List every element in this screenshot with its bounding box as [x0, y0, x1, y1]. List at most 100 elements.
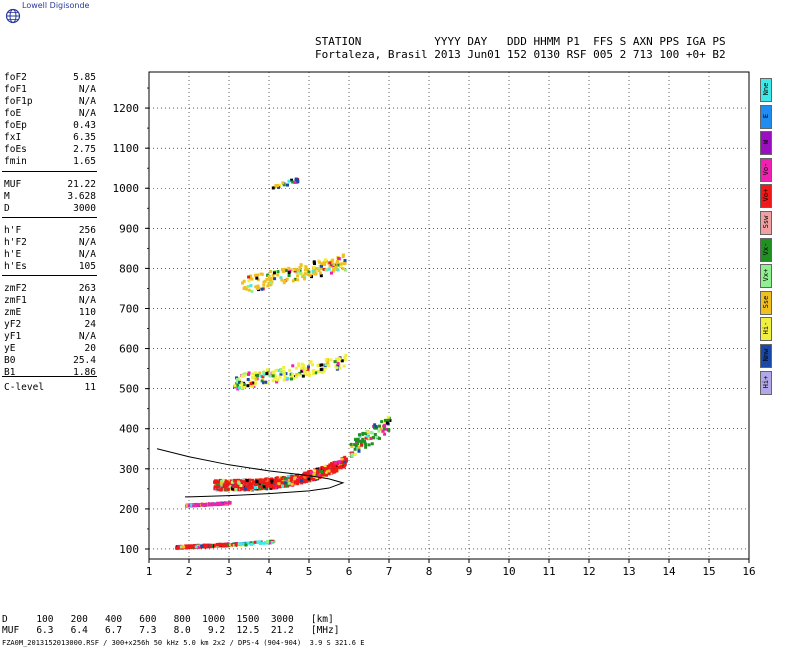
echo-point	[297, 362, 301, 366]
echo-point	[370, 442, 374, 446]
echo-point	[246, 284, 250, 288]
echo-point	[220, 543, 224, 547]
param-value: 5.85	[73, 72, 96, 83]
echo-point	[339, 262, 343, 266]
echo-point	[320, 370, 324, 374]
echo-point	[337, 460, 341, 464]
echo-point	[380, 420, 384, 424]
echo-point	[373, 423, 377, 427]
echo-point	[282, 183, 286, 187]
echo-point	[364, 445, 368, 449]
echo-point	[337, 257, 341, 261]
echo-point	[358, 439, 362, 443]
echo-point	[273, 277, 277, 281]
echo-point	[303, 479, 307, 483]
echo-point	[305, 479, 309, 483]
echo-point	[343, 463, 347, 467]
echo-point	[239, 483, 243, 487]
echo-point	[357, 447, 361, 451]
echo-point	[334, 265, 338, 269]
echo-point	[313, 476, 317, 480]
echo-point	[322, 369, 326, 373]
echo-point	[290, 482, 294, 486]
echo-point	[237, 484, 241, 488]
param-row-d: D 3000	[4, 203, 96, 214]
param-value: 25.4	[73, 355, 96, 366]
echo-point	[357, 449, 361, 453]
echo-point	[333, 360, 337, 364]
echo-point	[262, 280, 266, 284]
y-tick-label: 1200	[113, 102, 140, 115]
echo-point	[264, 380, 268, 384]
echo-point	[336, 467, 340, 471]
echo-point	[272, 271, 276, 275]
param-row-fof1p: foF1p N/A	[4, 96, 96, 107]
echo-point	[276, 378, 280, 382]
y-tick-label: 100	[119, 543, 139, 556]
echo-point	[289, 372, 293, 376]
param-row-fof2: foF2 5.85	[4, 72, 96, 83]
trace-es-2	[237, 539, 276, 547]
x-tick-label: 1	[146, 565, 153, 578]
echo-point	[276, 484, 280, 488]
legend-item-vx-minusplus: Vx+	[760, 264, 772, 289]
echo-point	[290, 178, 294, 182]
echo-point	[224, 487, 228, 491]
echo-point	[369, 430, 373, 434]
echo-point	[320, 363, 324, 367]
echo-point	[276, 479, 280, 483]
echo-point	[292, 481, 296, 485]
echo-point	[236, 384, 240, 388]
echo-point	[318, 363, 322, 367]
echo-point	[194, 545, 198, 549]
echo-point	[285, 269, 289, 273]
param-row-fmin: fmin 1.65	[4, 156, 96, 167]
echo-point	[334, 461, 338, 465]
echo-point	[240, 487, 244, 491]
echo-point	[314, 272, 318, 276]
echo-point	[323, 464, 327, 468]
echo-point	[361, 437, 365, 441]
echo-point	[270, 479, 274, 483]
echo-point	[253, 383, 257, 387]
echo-point	[244, 287, 248, 291]
echo-point	[323, 263, 327, 267]
echo-point	[242, 374, 246, 378]
param-row-h-es: h'Es 105	[4, 261, 96, 272]
param-name: foE	[4, 108, 22, 119]
echo-point	[379, 427, 383, 431]
x-tick-label: 6	[346, 565, 353, 578]
echo-point	[328, 463, 332, 467]
param-value: 1.86	[73, 367, 96, 378]
echo-point	[175, 546, 179, 550]
echo-point	[271, 186, 275, 190]
echo-point	[307, 477, 311, 481]
echo-point	[202, 545, 206, 549]
echo-point	[254, 371, 258, 375]
param-name: foF2	[4, 72, 27, 83]
echo-point	[239, 386, 243, 390]
echo-point	[220, 502, 224, 506]
echo-point	[259, 486, 263, 490]
echo-point	[360, 439, 364, 443]
echo-point	[261, 375, 265, 379]
echo-point	[287, 481, 291, 485]
echo-point	[243, 483, 247, 487]
echo-point	[208, 543, 212, 547]
echo-point	[232, 485, 236, 489]
param-value: 21.22	[67, 179, 96, 190]
echo-point	[336, 364, 340, 368]
echo-point	[309, 470, 313, 474]
echo-point	[219, 481, 223, 485]
echo-point	[242, 286, 246, 290]
legend-item-w: W	[760, 131, 772, 156]
echo-point	[369, 436, 373, 440]
echo-point	[335, 366, 339, 370]
echo-point	[324, 358, 328, 362]
legend-item-nnw: Nnw	[760, 344, 772, 368]
param-row-foes: foEs 2.75	[4, 144, 96, 155]
echo-point	[350, 444, 354, 448]
echo-point	[300, 369, 304, 373]
echo-point	[388, 418, 392, 422]
echo-point	[286, 475, 290, 479]
